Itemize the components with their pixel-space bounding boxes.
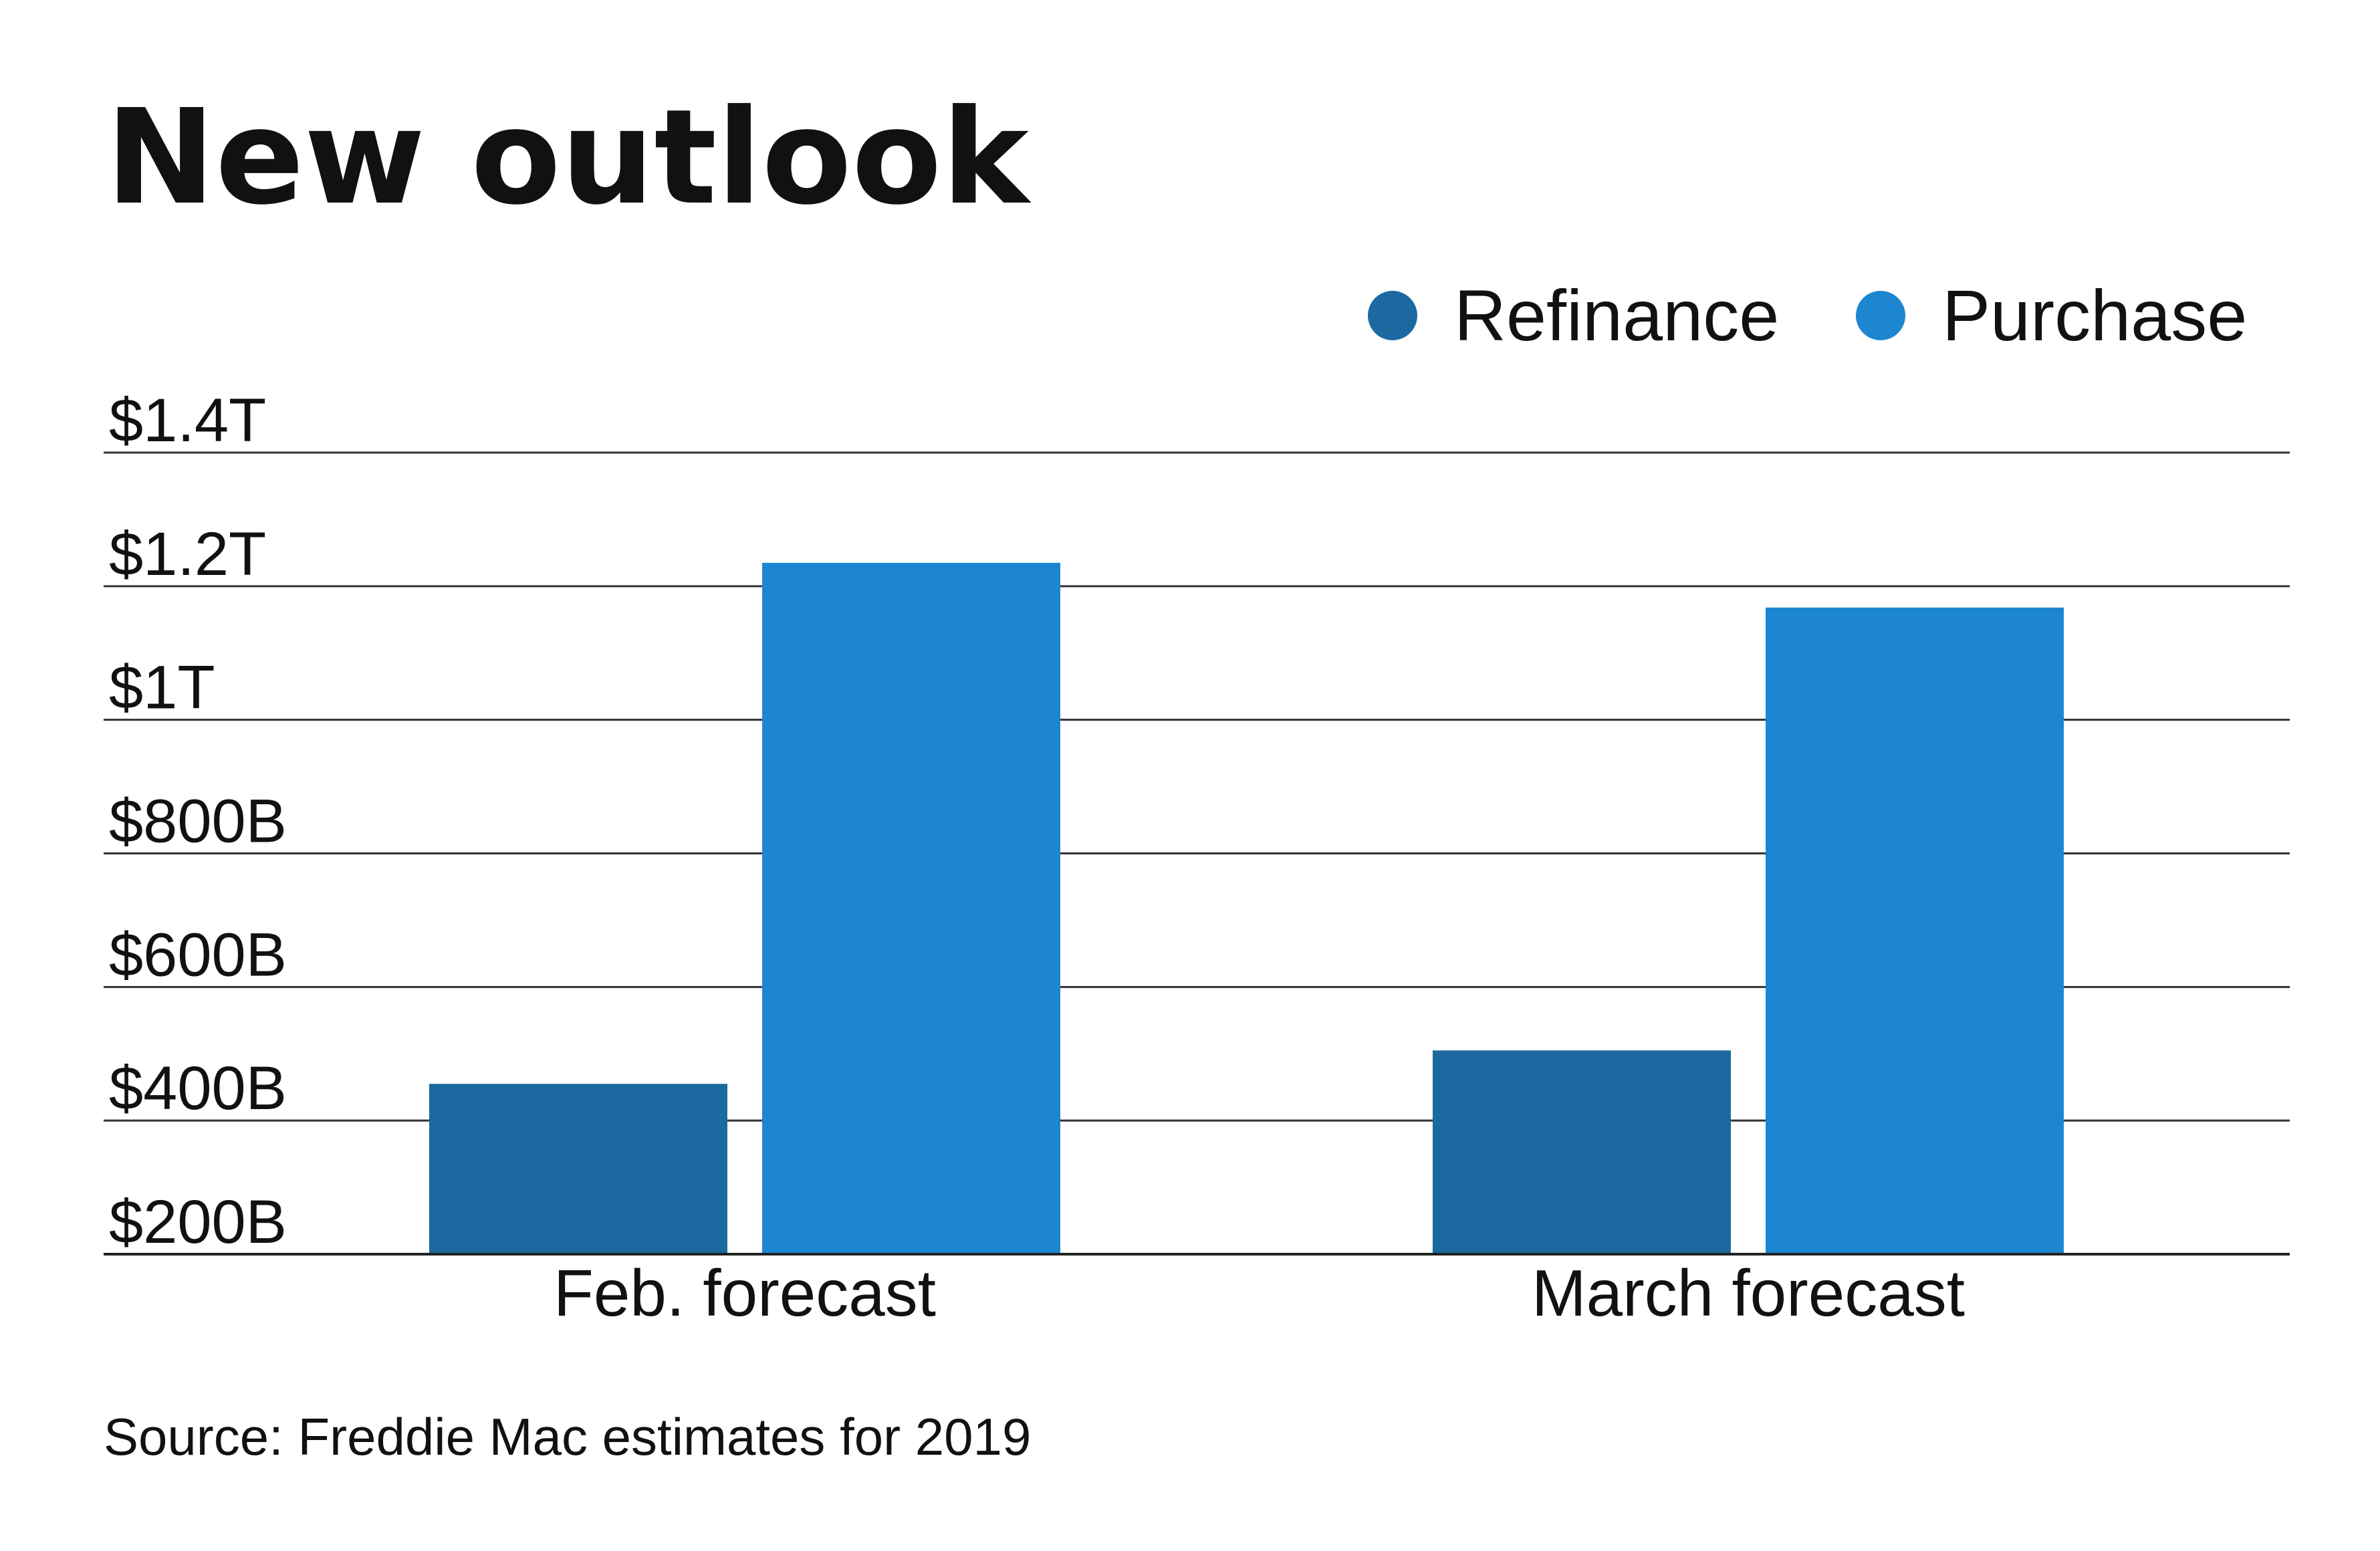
bar-refinance-2 [1433,1050,1731,1254]
y-tick-label: $600B [109,921,287,989]
y-axis-ticks: $200B $400B $600B $800B $1T $1.2T $1.4T [109,386,287,1256]
legend-label: Purchase [1942,275,2247,356]
y-tick-label: $200B [109,1188,287,1256]
source-note: Source: Freddie Mac estimates for 2019 [104,1407,1031,1466]
y-tick-label: $800B [109,788,287,856]
y-tick-label: $1.2T [109,520,266,588]
legend-item-purchase: Purchase [1856,275,2247,356]
legend-item-refinance: Refinance [1368,275,1779,356]
category-label: Feb. forecast [554,1256,936,1330]
bars [104,562,2290,1256]
legend-label: Refinance [1454,275,1779,356]
y-tick-label: $1T [109,654,215,722]
category-label: March forecast [1532,1256,1965,1330]
bar-purchase-2 [1766,607,2064,1254]
legend: Refinance Purchase [1368,275,2247,356]
y-tick-label: $1.4T [109,386,266,455]
bar-refinance-1 [429,1084,727,1254]
chart-title: New outlook [106,82,1032,234]
legend-swatch-icon [1368,291,1417,340]
bar-purchase-1 [762,562,1060,1254]
y-tick-label: $400B [109,1054,287,1122]
x-axis-categories: Feb. forecast March forecast [554,1256,1965,1330]
legend-swatch-icon [1856,291,1905,340]
